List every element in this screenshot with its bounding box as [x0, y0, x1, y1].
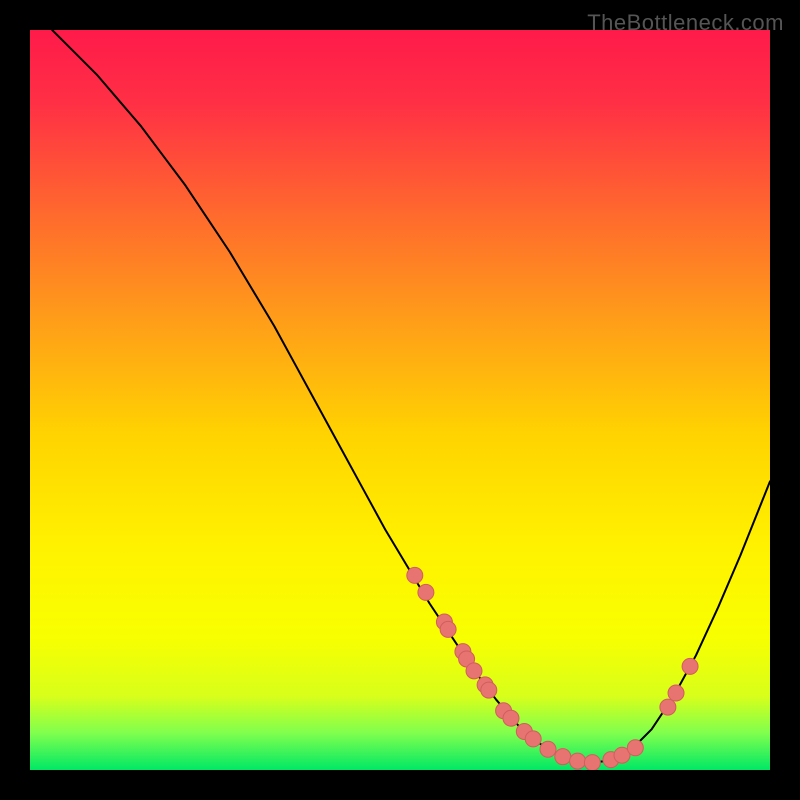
- watermark-text: TheBottleneck.com: [587, 10, 784, 36]
- chart-plot: [30, 30, 770, 770]
- data-marker: [570, 753, 586, 769]
- data-marker: [660, 699, 676, 715]
- data-marker: [555, 749, 571, 765]
- data-marker: [503, 710, 519, 726]
- data-marker: [525, 731, 541, 747]
- data-marker: [481, 682, 497, 698]
- data-marker: [584, 755, 600, 770]
- data-marker: [627, 740, 643, 756]
- data-marker: [466, 663, 482, 679]
- data-marker: [668, 685, 684, 701]
- data-marker: [540, 741, 556, 757]
- data-marker: [407, 567, 423, 583]
- data-marker: [440, 621, 456, 637]
- chart-svg: [30, 30, 770, 770]
- gradient-background: [30, 30, 770, 770]
- data-marker: [418, 584, 434, 600]
- data-marker: [682, 658, 698, 674]
